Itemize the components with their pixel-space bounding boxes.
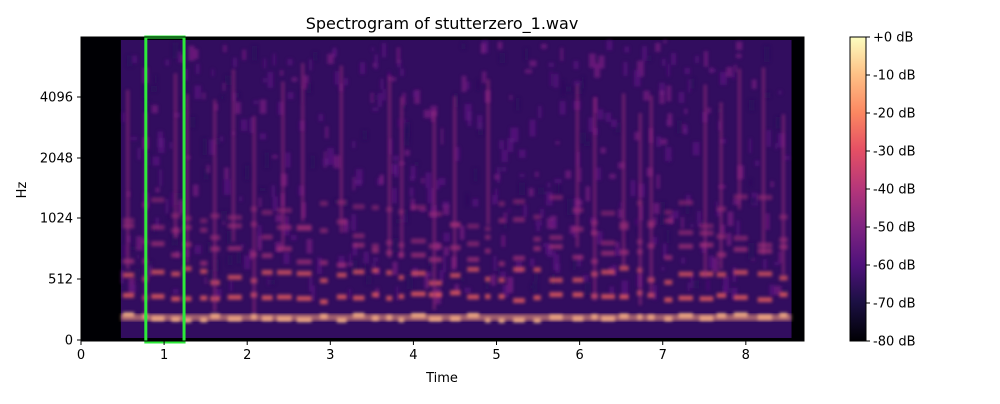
y-tick-label: 512 [48, 273, 73, 288]
y-tick-label: 0 [65, 334, 73, 349]
x-tick-label: 3 [326, 348, 334, 363]
x-tick-label: 5 [492, 348, 500, 363]
spectrogram-heatmap [120, 40, 792, 338]
plot-frame [80, 36, 805, 342]
colorbar-tick-label: +0 dB [873, 31, 913, 46]
colorbar-tick-label: -30 dB [873, 145, 916, 160]
plot-area [80, 35, 805, 344]
colorbar-tick-label: -60 dB [873, 259, 916, 274]
x-tick-label: 6 [575, 348, 583, 363]
y-tick-label: 4096 [40, 91, 73, 106]
y-axis-label: Hz [15, 182, 30, 199]
colorbar-tick-label: -80 dB [873, 335, 916, 350]
x-axis-label: Time [425, 371, 458, 386]
x-axis: 0 1 2 3 4 5 6 7 8 [77, 341, 750, 363]
x-tick-label: 4 [409, 348, 417, 363]
x-tick-label: 8 [742, 348, 750, 363]
y-axis: 0 512 1024 2048 4096 [40, 91, 81, 349]
colorbar-gradient [849, 36, 867, 342]
colorbar-tick-label: -50 dB [873, 221, 916, 236]
colorbar-tick-label: -40 dB [873, 183, 916, 198]
colorbar-tick-label: -10 dB [873, 69, 916, 84]
colorbar-tick-label: -70 dB [873, 297, 916, 312]
x-tick-label: 0 [77, 348, 85, 363]
y-tick-label: 1024 [40, 212, 73, 227]
y-tick-label: 2048 [40, 152, 73, 167]
colorbar: +0 dB -10 dB -20 dB -30 dB -40 dB -50 dB -60 d… [849, 31, 916, 350]
chart-title: Spectrogram of stutterzero_1.wav [306, 14, 579, 34]
x-tick-label: 1 [160, 348, 168, 363]
colorbar-tick-label: -20 dB [873, 107, 916, 122]
colorbar-ticks: +0 dB -10 dB -20 dB -30 dB -40 dB -50 dB -60 d… [866, 31, 916, 350]
x-tick-label: 7 [659, 348, 667, 363]
x-tick-label: 2 [243, 348, 251, 363]
